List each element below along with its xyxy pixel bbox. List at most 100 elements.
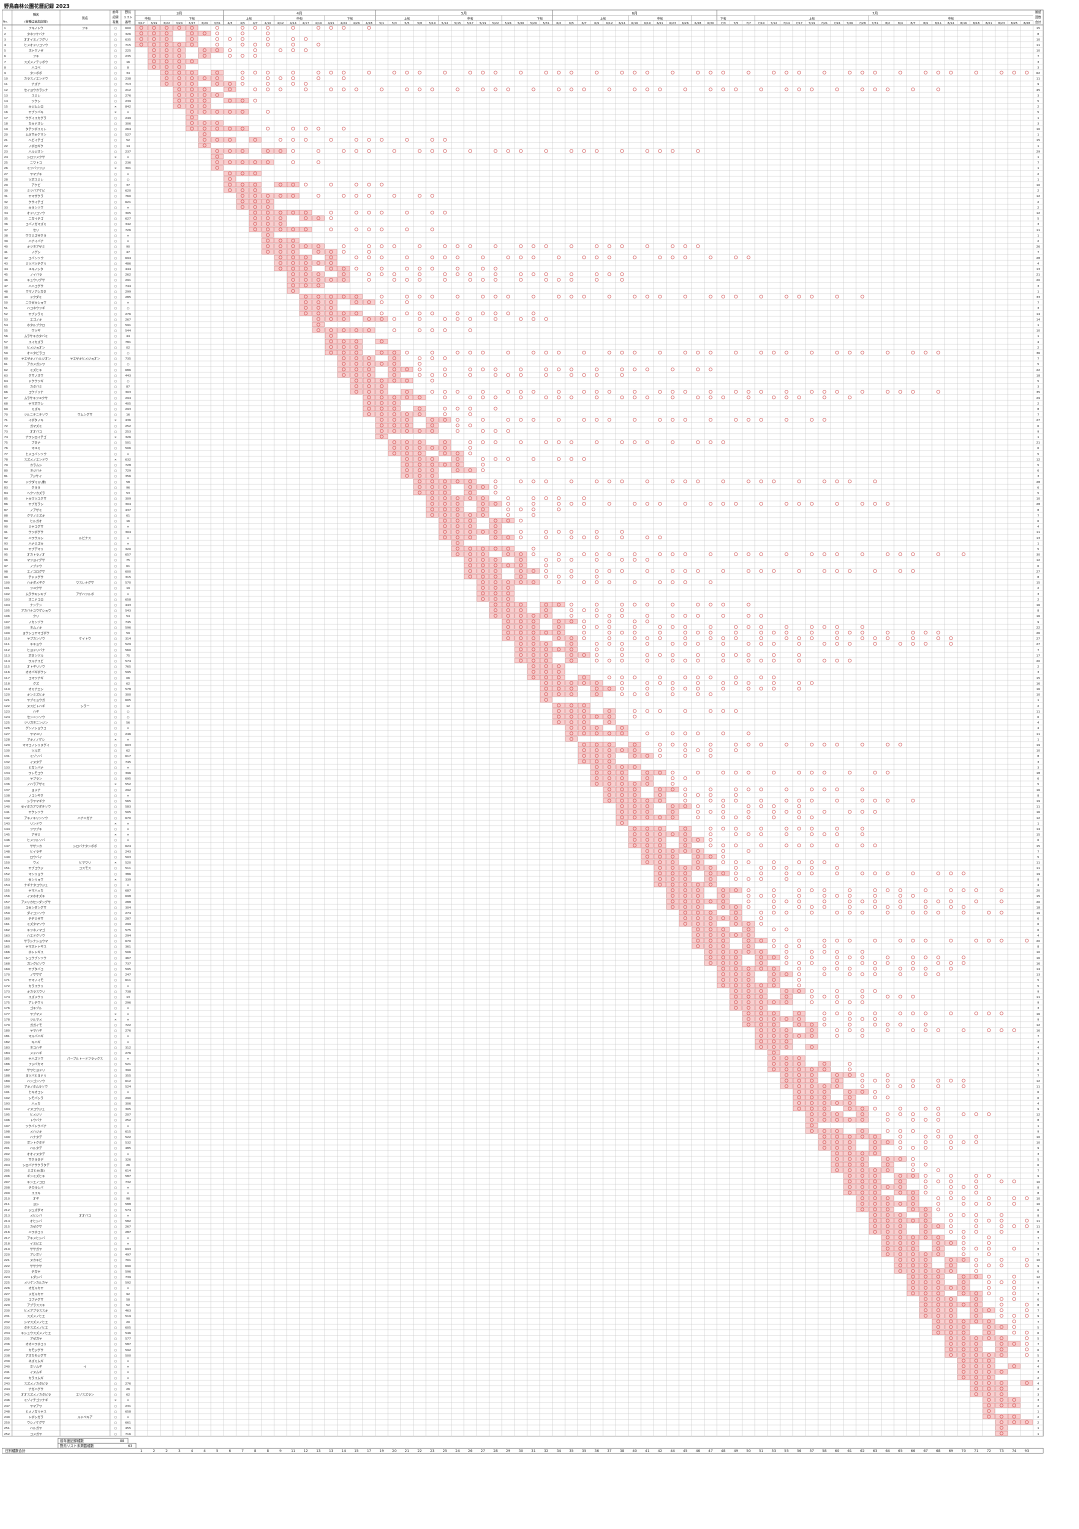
observation-mark <box>468 524 473 529</box>
flowering-bar <box>552 686 565 692</box>
observation-mark <box>519 255 523 260</box>
species-total: 10 <box>1036 497 1040 501</box>
observation-mark <box>670 692 675 697</box>
header-alias: 別名 <box>82 15 88 20</box>
species-name: ハハコグサ <box>28 283 43 288</box>
observation-mark <box>696 395 700 400</box>
observation-mark <box>809 994 814 999</box>
observation-mark <box>658 849 662 853</box>
observation-mark <box>734 793 738 797</box>
observation-mark <box>455 513 460 517</box>
flowering-bar <box>337 372 350 378</box>
flowering-bar <box>527 663 540 669</box>
observation-mark <box>569 641 574 646</box>
period-label: 下旬 <box>347 16 353 21</box>
species-prev-record: ○ <box>114 323 117 327</box>
flowering-bar <box>451 512 464 518</box>
species-name: ネムノキ <box>30 624 42 629</box>
observation-mark <box>405 451 409 456</box>
species-list-code: 304 <box>125 530 131 534</box>
species-prev-record: ○ <box>114 211 117 215</box>
flowering-bar <box>135 36 148 42</box>
observation-mark <box>468 535 473 540</box>
observation-mark <box>683 709 688 713</box>
observation-mark <box>797 1011 801 1016</box>
flowering-bar <box>489 534 502 540</box>
species-no: 140 <box>4 805 10 809</box>
observation-mark <box>481 485 485 489</box>
observation-mark <box>683 625 688 629</box>
observation-mark <box>417 328 422 333</box>
observation-mark <box>544 373 548 377</box>
flowering-bar <box>388 400 401 406</box>
observation-mark <box>493 490 498 495</box>
species-prev-record: ○ <box>114 508 117 512</box>
observation-mark <box>493 272 498 277</box>
species-prev-record: ○ <box>114 894 117 898</box>
species-name: ムラサキツユクサ <box>24 395 48 400</box>
observation-mark <box>822 641 827 646</box>
observation-mark <box>708 916 713 921</box>
flowering-bar <box>679 803 692 809</box>
observation-mark <box>506 608 510 613</box>
observation-mark <box>670 860 675 865</box>
flowering-bar <box>362 366 376 372</box>
species-prev-record: ○ <box>114 43 117 47</box>
observation-mark <box>455 272 460 277</box>
observation-mark <box>696 149 700 153</box>
observation-mark <box>341 317 346 321</box>
species-no: 66 <box>4 390 8 394</box>
observation-mark <box>202 53 207 58</box>
flowering-bar <box>502 518 515 524</box>
species-total: 6 <box>1037 446 1039 450</box>
species-no: 35 <box>4 217 8 221</box>
flowering-bar <box>527 624 540 630</box>
species-no: 132 <box>4 760 10 764</box>
species-no: 94 <box>4 547 8 551</box>
species-list-code: 501 <box>125 441 131 445</box>
flowering-bar <box>514 551 527 557</box>
observation-mark <box>835 843 839 848</box>
flowering-bar <box>160 53 173 59</box>
observation-mark <box>316 272 321 277</box>
observation-mark <box>961 888 966 893</box>
species-name: ナワシロイチゴ <box>25 434 46 439</box>
observation-mark <box>594 244 599 249</box>
species-no: 161 <box>4 922 10 926</box>
flowering-bar <box>413 411 426 417</box>
observation-mark <box>860 871 865 876</box>
observation-mark <box>734 933 738 937</box>
species-no: 30 <box>4 189 8 193</box>
species-total: 6 <box>1037 469 1039 473</box>
species-list-code: 58 <box>126 480 130 484</box>
species-name: ネコハギ <box>30 1044 42 1049</box>
observation-mark <box>797 826 801 831</box>
observation-mark <box>215 76 220 81</box>
observation-mark <box>620 748 624 753</box>
species-no: 124 <box>4 715 10 719</box>
flowering-bar <box>476 590 489 596</box>
observation-mark <box>759 826 764 831</box>
observation-mark <box>809 961 814 965</box>
species-no: 82 <box>4 480 8 484</box>
species-prev-record: ○ <box>114 917 117 921</box>
flowering-bar <box>615 764 629 770</box>
species-total: 19 <box>1036 743 1040 747</box>
species-total: 6 <box>1037 1096 1039 1100</box>
species-no: 92 <box>4 536 8 540</box>
period-label: 中旬 <box>145 16 151 21</box>
species-list-code: 396 <box>125 771 131 775</box>
observation-mark <box>772 983 776 988</box>
observation-mark <box>493 277 498 282</box>
flowering-bar <box>211 109 224 115</box>
species-no: 144 <box>4 827 10 831</box>
flowering-bar <box>704 926 717 932</box>
observation-mark <box>152 65 156 69</box>
observation-mark <box>746 849 751 853</box>
observation-mark <box>367 401 371 405</box>
flowering-bar <box>438 439 451 445</box>
flowering-bar <box>451 518 464 524</box>
species-total: 11 <box>1036 1085 1040 1089</box>
observation-mark <box>936 389 941 394</box>
species-name: ツルマメ <box>30 1016 42 1021</box>
